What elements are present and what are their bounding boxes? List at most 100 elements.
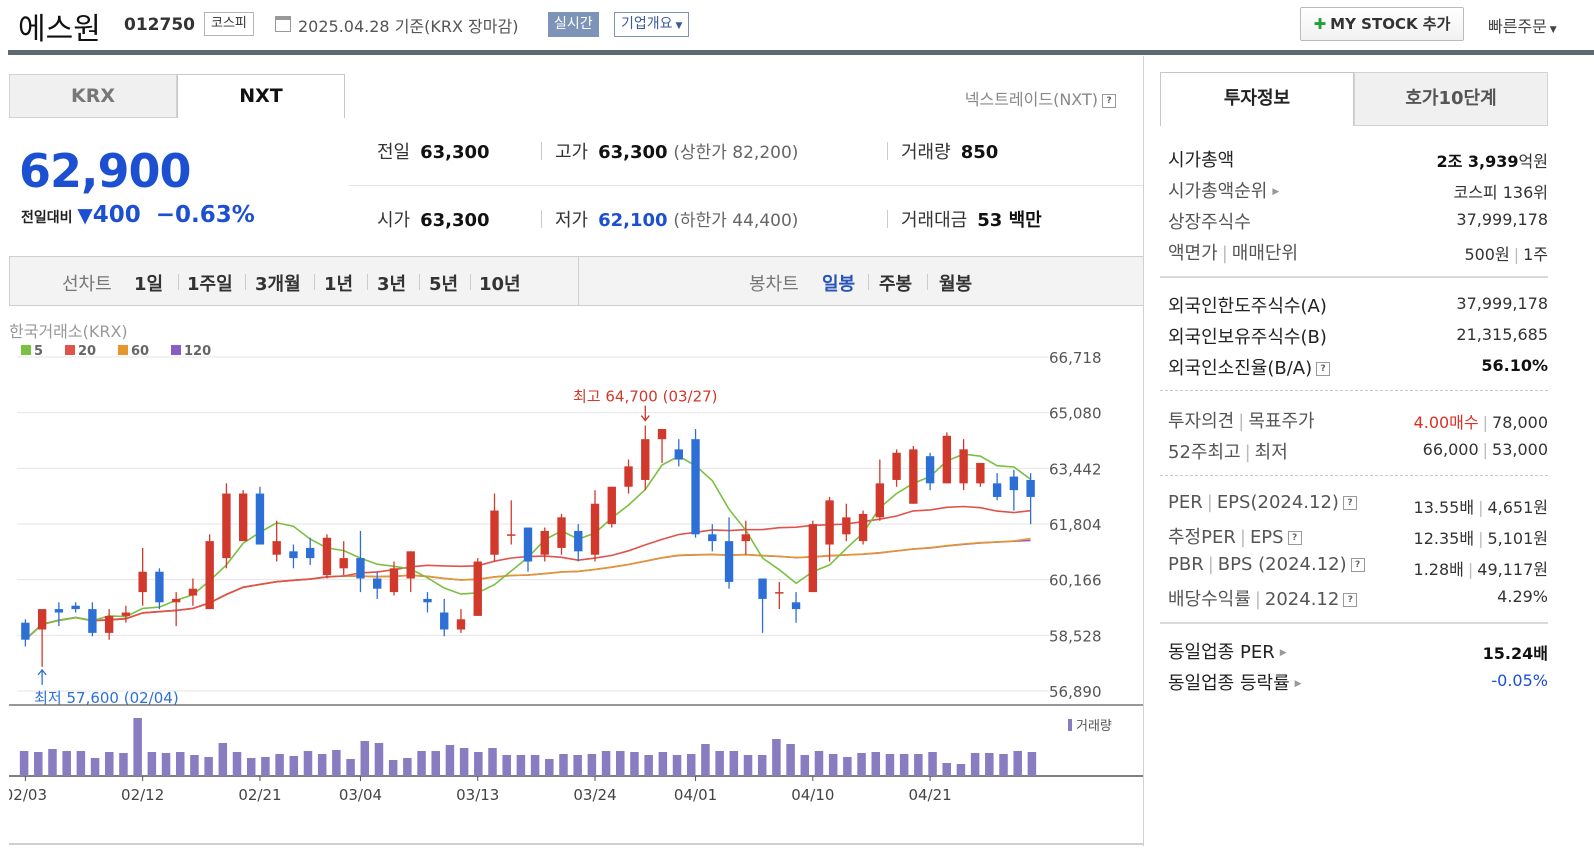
dividend-value: 4.29% [1497,587,1548,606]
y-tick-label: 61,804 [1049,516,1102,534]
candle [791,592,801,623]
market-cap-value: 2조 3,939 [1436,152,1519,171]
volume-bar [289,756,299,776]
legend-label-120: 120 [184,344,211,359]
dividend-row: 배당수익률 | 2024.12? 4.29% [1168,587,1548,610]
period-5y[interactable]: 5년 [429,274,459,295]
volume-bar [34,752,43,776]
candle-chart-label: 봉차트 [749,274,799,295]
tab-krx[interactable]: KRX [9,74,177,118]
realtime-button[interactable]: 실시간 [548,12,599,37]
candle-monthly[interactable]: 월봉 [939,274,973,295]
par-value-row: 액면가 | 매매단위 500원 | 1주 [1168,243,1548,264]
candle [406,551,415,593]
candle [21,619,30,647]
section-divider [1160,276,1548,278]
corp-overview-button[interactable]: 기업개요 ▼ [614,12,690,37]
x-tick-label: 02/12 [121,786,164,804]
prev-close-label: 전일 [377,142,411,163]
candle-daily[interactable]: 일봉 [822,274,856,295]
volume-bar [545,759,554,776]
candle-body [423,598,432,603]
change-label: 전일대비 [21,210,73,226]
candle-body [88,609,97,633]
x-tick-label: 03/04 [339,786,382,804]
invest-info-panel: 투자정보 호가10단계 시가총액 2조 3,939억원 시가총액순위 ▶ 코스피 … [1160,72,1548,712]
separator [245,274,246,290]
period-3y[interactable]: 3년 [377,274,407,295]
candle-body [71,605,80,610]
volume-bar [800,755,810,776]
price-chart[interactable]: 한국거래소(KRX) 5 20 60 120 66,718 65,080 63,442 61… [9,321,1144,861]
candle [490,493,499,562]
candle [238,490,248,542]
chart-source-label: 한국거래소(KRX) [9,322,128,341]
tab-invest-info[interactable]: 투자정보 [1160,72,1354,126]
candle-body [858,513,868,542]
tab-order-book[interactable]: 호가10단계 [1354,72,1548,126]
candle [423,592,432,613]
bottom-divider [9,843,1144,845]
foreign-limit-label: 외국인한도주식수(A) [1168,296,1327,317]
plus-icon: ✚ [1313,15,1327,33]
candle [1009,469,1019,511]
help-icon[interactable]: ? [1343,593,1358,607]
candle-body [875,483,885,518]
period-1w[interactable]: 1주일 [187,274,233,295]
candle [540,527,549,562]
candle-body [825,500,834,545]
period-10y[interactable]: 10년 [479,274,521,295]
candle [925,452,935,491]
volume-bar [644,755,653,776]
foreign-hold-row: 외국인보유주식수(B) 21,315,685 [1168,323,1548,351]
volume-bar [332,750,341,776]
candle [674,439,683,467]
help-icon[interactable]: ? [1287,531,1302,545]
candle-body [758,578,767,599]
volume-bar [275,754,284,776]
est-eps-label: EPS [1249,527,1284,548]
est-per-label: 추정PER [1168,527,1236,548]
candle-body [389,568,399,593]
volume-bar [530,755,540,776]
quick-order-button[interactable]: 빠른주문 ▼ [1488,13,1557,37]
candle-body [842,517,851,535]
open-value: 63,300 [420,210,490,231]
volume-bar [261,757,270,776]
industry-change-row[interactable]: 동일업종 등락률 ▶ -0.05% [1168,669,1548,697]
volume-bar [317,754,327,776]
period-1y[interactable]: 1년 [324,274,354,295]
market-cap-rank-row[interactable]: 시가총액순위 ▶ 코스피 136위 [1168,177,1548,205]
tab-nxt[interactable]: NXT [177,74,345,118]
candle-body [691,439,700,535]
candle-body [54,609,64,613]
period-3m[interactable]: 3개월 [255,274,301,295]
low-arrow-icon [37,668,47,685]
candle [758,578,767,633]
target-price-label: 목표주가 [1248,411,1315,432]
market-cap-label: 시가총액 [1168,150,1235,171]
candle-body [775,592,784,594]
help-icon[interactable]: ? [1316,362,1331,376]
volume-bar [885,754,895,776]
candle-body [1026,479,1035,497]
high-annotation: 최고 64,700 (03/27) [573,388,718,406]
dividend-label: 배당수익률 [1168,589,1251,610]
my-stock-add-button[interactable]: ✚ MY STOCK 추가 [1300,7,1464,41]
candle [339,541,348,576]
per-value: 13.55배 [1413,498,1475,517]
industry-per-row[interactable]: 동일업종 PER ▶ 15.24배 [1168,638,1548,666]
help-icon[interactable]: ? [1102,93,1116,108]
candle-weekly[interactable]: 주봉 [879,274,913,295]
help-icon[interactable]: ? [1350,558,1365,572]
volume-bar [743,755,753,776]
legend-swatch-60 [118,345,128,355]
period-1d[interactable]: 1일 [134,274,164,295]
week52-low-value: 53,000 [1492,440,1548,459]
candle-body [674,449,683,460]
candle-body [791,602,801,610]
help-icon[interactable]: ? [1342,496,1357,510]
industry-change-value: -0.05% [1491,671,1548,690]
day-low: 저가 62,100 (하한가 44,400) [540,206,798,232]
volume-label: 거래량 [901,142,951,163]
